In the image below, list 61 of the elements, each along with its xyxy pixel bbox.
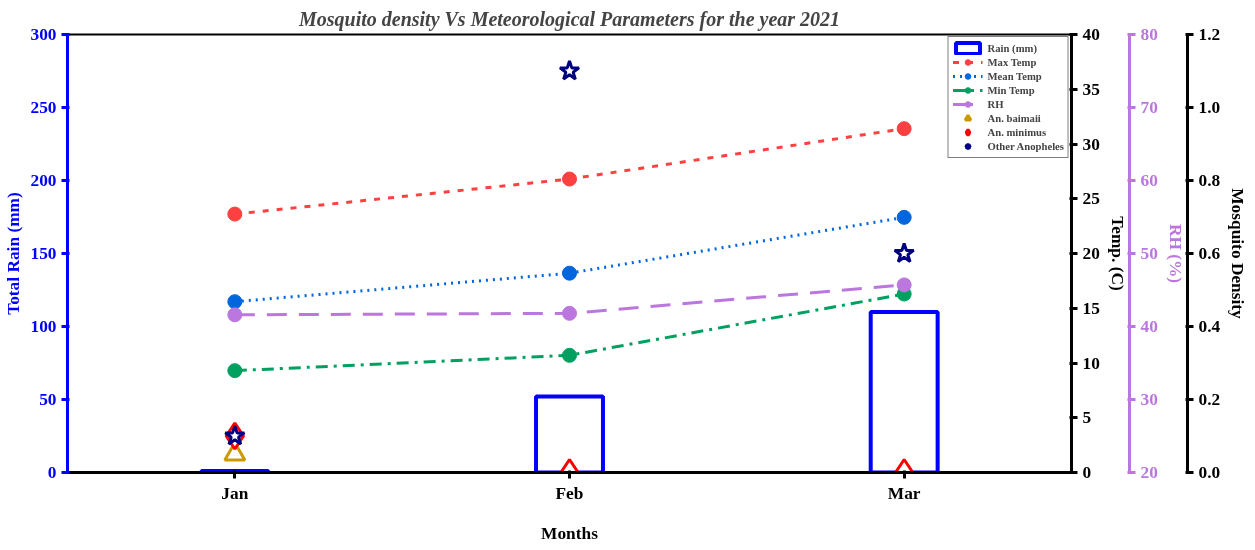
point	[562, 347, 577, 363]
point	[562, 171, 577, 187]
legend-label: Other Anopheles	[987, 140, 1064, 152]
y-tick-label: 300	[30, 25, 57, 44]
legend-label: Mean Temp	[987, 70, 1042, 82]
y-tick-label: 100	[30, 317, 57, 336]
y-tick-label: 1.2	[1198, 25, 1221, 44]
y-axis-title: Total Rain (mm)	[3, 191, 23, 315]
point	[562, 265, 577, 281]
legend-label: RH	[987, 98, 1005, 110]
y3-tick-label: 70	[1140, 98, 1158, 117]
legend-label: Rain (mm)	[987, 42, 1037, 54]
y3-tick-label: 80	[1140, 25, 1158, 44]
y2-axis-title: Temp. (C)	[1107, 216, 1127, 291]
point	[558, 59, 581, 81]
y2-tick-label: 20	[1082, 244, 1100, 263]
legend-label: An. minimus	[987, 126, 1047, 138]
y3-tick-label: 60	[1140, 171, 1158, 190]
y-tick-label: 250	[30, 98, 57, 117]
y2-tick-label: 35	[1082, 79, 1101, 99]
y2-tick-label: 15	[1082, 298, 1101, 318]
y-tick-label: 150	[30, 244, 57, 263]
y-tick-label: 200	[30, 171, 57, 190]
y2-tick-label: 0	[1082, 463, 1092, 482]
y2-tick-label: 10	[1082, 353, 1100, 373]
y-tick-label: 0.4	[1198, 317, 1221, 336]
point	[893, 242, 916, 264]
point	[896, 277, 912, 293]
y-tick-label: 1.0	[1198, 98, 1221, 117]
x-axis-title: Months	[541, 523, 599, 543]
x-tick-label: Jan	[221, 483, 249, 503]
chart-title: Mosquito density Vs Meteorological Parameters for the year 2021	[297, 7, 841, 31]
x-tick-label: Feb	[555, 483, 584, 503]
point	[896, 209, 912, 225]
x-tick-label: Mar	[887, 483, 921, 503]
y2-tick-label: 30	[1082, 134, 1100, 154]
y3-tick-label: 30	[1140, 390, 1158, 409]
point	[227, 206, 243, 222]
y-tick-label: 0.6	[1198, 244, 1221, 263]
y-tick-label: 0	[47, 463, 57, 482]
y3-tick-label: 40	[1140, 317, 1158, 336]
y-axis-title: Mosquito Density	[1228, 188, 1248, 320]
point	[562, 305, 577, 321]
point	[227, 363, 243, 379]
y-tick-label: 0.8	[1198, 171, 1221, 190]
y-tick-label: 0.0	[1198, 463, 1221, 482]
point	[227, 307, 243, 323]
y3-tick-label: 50	[1140, 244, 1158, 263]
y2-tick-label: 5	[1082, 408, 1092, 428]
y2-tick-label: 40	[1082, 25, 1100, 44]
legend-label: Min Temp	[987, 84, 1035, 96]
legend-label: Max Temp	[987, 56, 1037, 68]
y3-axis-title: RH (%)	[1165, 223, 1185, 284]
y3-tick-label: 20	[1140, 463, 1158, 482]
point	[896, 121, 912, 137]
y-tick-label: 50	[39, 390, 57, 409]
point	[223, 424, 246, 446]
legend-label: An. baimaii	[987, 112, 1041, 124]
y-tick-label: 0.2	[1198, 390, 1221, 409]
y2-tick-label: 25	[1082, 189, 1101, 209]
point	[227, 294, 243, 310]
